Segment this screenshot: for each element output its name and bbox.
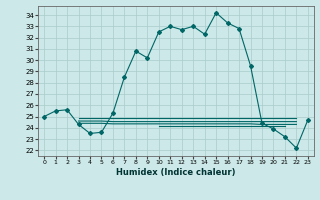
X-axis label: Humidex (Indice chaleur): Humidex (Indice chaleur) [116,168,236,177]
